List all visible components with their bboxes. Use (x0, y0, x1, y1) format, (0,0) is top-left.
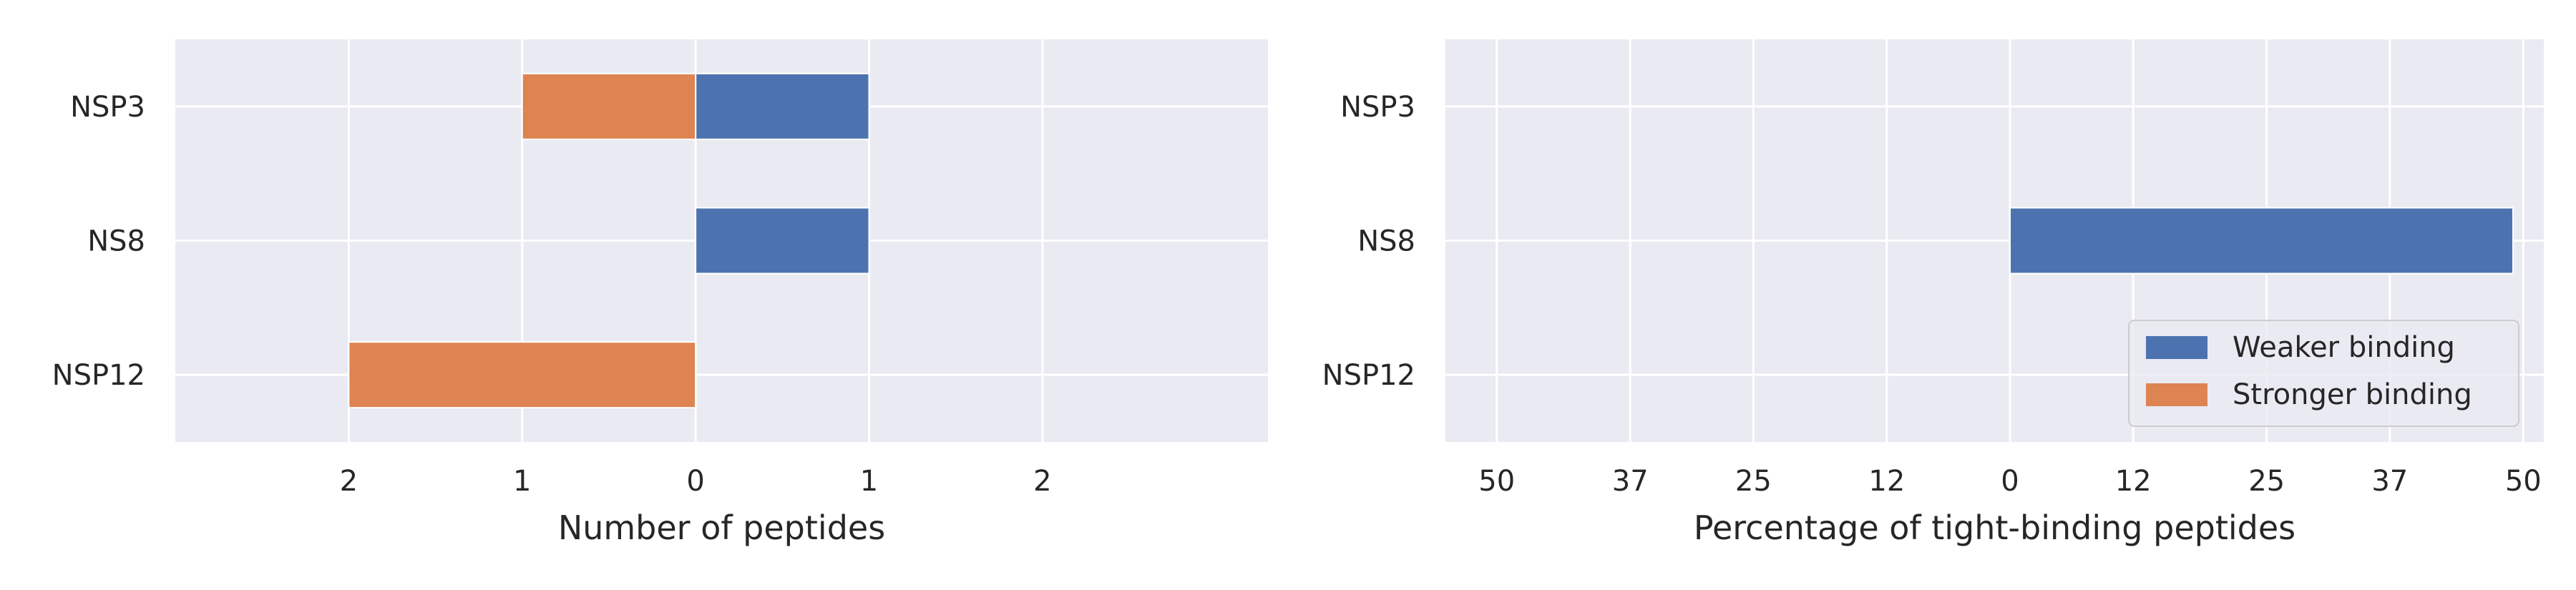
legend-box (2128, 320, 2519, 427)
x-tick-label: 1 (513, 465, 531, 498)
x-tick-label: 50 (1478, 465, 1515, 498)
y-tick-label-nsp12: NSP12 (1322, 359, 1415, 392)
x-tick-label: 2 (1033, 465, 1051, 498)
y-tick-label-nsp3: NSP3 (70, 91, 145, 124)
x-tick-label: 25 (2248, 465, 2285, 498)
bar-stronger-binding-nsp12 (348, 341, 697, 409)
bar-weaker-binding-nsp3 (695, 72, 870, 140)
bar-stronger-binding-nsp3 (521, 72, 697, 140)
y-tick-label-nsp12: NSP12 (52, 359, 145, 392)
x-tick-label: 37 (2371, 465, 2408, 498)
y-tick-label-ns8: NS8 (87, 225, 145, 258)
chart-number-of-peptides: 2 1 0 1 2 NSP3 NS8 NSP12 Number of peptides (52, 39, 1268, 547)
x-tick-label: 0 (686, 465, 704, 498)
x-tick-label: 2 (340, 465, 358, 498)
x-tick-label: 37 (1612, 465, 1649, 498)
legend-swatch-weaker-binding (2146, 336, 2207, 359)
y-tick-label-ns8: NS8 (1357, 225, 1415, 258)
x-tick-label: 0 (2001, 465, 2019, 498)
bar-weaker-binding-ns8 (2009, 207, 2514, 275)
x-tick-label: 50 (2505, 465, 2542, 498)
x-tick-label: 1 (860, 465, 878, 498)
legend-swatch-stronger-binding (2146, 383, 2207, 406)
bar-weaker-binding-ns8 (695, 207, 870, 275)
x-tick-label: 25 (1735, 465, 1772, 498)
x-tick-label: 12 (1868, 465, 1905, 498)
legend: Weaker binding Stronger binding (2128, 320, 2519, 427)
chart-percentage-tight-binding: 50 37 25 12 0 12 25 37 50 NSP3 NS8 NSP12 Percentage … (1322, 39, 2544, 547)
legend-label-stronger-binding: Stronger binding (2233, 378, 2472, 411)
x-axis-label: Number of peptides (558, 508, 885, 547)
y-tick-label-nsp3: NSP3 (1340, 91, 1415, 124)
x-tick-label: 12 (2115, 465, 2152, 498)
x-axis-label: Percentage of tight-binding peptides (1694, 508, 2296, 547)
legend-label-weaker-binding: Weaker binding (2233, 331, 2455, 364)
